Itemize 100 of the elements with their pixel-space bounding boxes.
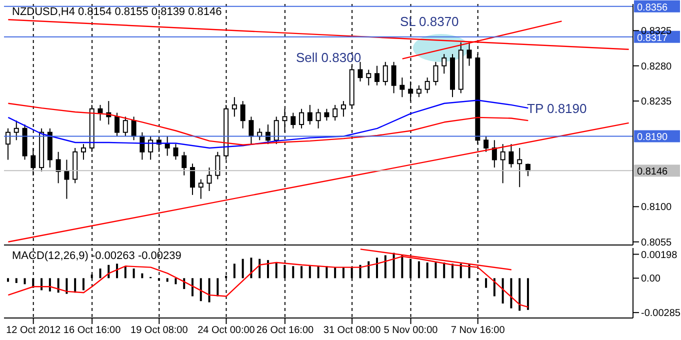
- annotation: SL 0.8370: [400, 14, 459, 29]
- bar: [24, 278, 26, 284]
- candlestick: [190, 163, 196, 196]
- bar: [418, 261, 420, 278]
- bar: [7, 278, 9, 282]
- x-tick-label: 7 Nov 16:00: [450, 325, 506, 336]
- bar: [510, 278, 512, 308]
- bar: [292, 266, 294, 278]
- candlestick: [374, 65, 380, 86]
- bar: [266, 260, 269, 278]
- ref-line-label: 0.8356: [637, 2, 668, 14]
- bar: [401, 255, 404, 278]
- ref-line-label: 0.8146: [637, 166, 668, 178]
- bar: [174, 278, 177, 284]
- candlestick: [316, 108, 321, 129]
- bar: [334, 267, 336, 278]
- annotation: Sell 0.8300: [296, 50, 362, 65]
- bar: [192, 278, 194, 296]
- bar: [317, 266, 320, 278]
- bar: [368, 261, 370, 278]
- candlestick: [148, 136, 154, 160]
- bar: [124, 266, 126, 278]
- annotation: TP 0.8190: [527, 101, 587, 116]
- bar: [443, 262, 446, 278]
- y-tick-label: 0.8235: [641, 96, 672, 108]
- candlestick: [442, 54, 447, 74]
- candlestick: [232, 96, 237, 118]
- bar: [384, 255, 386, 278]
- bar: [242, 258, 244, 278]
- x-tick-label: 19 Oct 08:00: [130, 325, 188, 336]
- ref-line-label: 0.8190: [637, 132, 668, 144]
- candlestick: [173, 144, 178, 160]
- bar: [208, 278, 210, 302]
- candlestick: [416, 84, 422, 98]
- bar: [99, 268, 102, 278]
- candlestick: [114, 112, 120, 137]
- chart-title: MACD(12,26,9) -0.00263 -0.00239: [12, 250, 182, 262]
- bar: [451, 264, 454, 278]
- bar: [216, 278, 219, 296]
- candlestick: [500, 144, 506, 184]
- y-tick-label: 0.00: [641, 274, 661, 285]
- bar: [485, 278, 488, 288]
- candlestick: [324, 108, 330, 122]
- bar: [460, 264, 462, 278]
- y-tick-label: 0.8100: [641, 202, 672, 214]
- x-tick-label: 24 Oct 00:00: [198, 325, 256, 336]
- bar: [57, 278, 60, 293]
- candlestick: [366, 69, 372, 86]
- bar: [116, 264, 118, 278]
- candlestick: [198, 178, 204, 200]
- candlestick: [248, 116, 254, 145]
- y-tick-label: -0.00285: [641, 308, 681, 320]
- candlestick: [508, 144, 514, 168]
- bar: [376, 258, 378, 278]
- candlestick: [340, 100, 346, 118]
- candlestick: [215, 151, 220, 180]
- candlestick: [391, 61, 396, 94]
- bar: [502, 278, 504, 304]
- candlestick: [164, 136, 170, 156]
- bar: [15, 278, 18, 283]
- bar: [258, 258, 261, 278]
- bar: [200, 278, 202, 302]
- bar: [308, 266, 311, 278]
- bar: [493, 278, 496, 296]
- candlestick: [400, 77, 405, 98]
- candlestick: [80, 144, 86, 160]
- bar: [40, 278, 43, 290]
- candlestick: [6, 128, 10, 160]
- candlestick: [517, 147, 522, 188]
- candlestick: [358, 61, 363, 82]
- x-tick-label: 5 Nov 00:00: [384, 325, 438, 336]
- candlestick: [14, 120, 19, 141]
- candlestick: [206, 167, 212, 192]
- x-tick-label: 16 Oct 16:00: [63, 325, 122, 336]
- candlestick: [122, 116, 128, 137]
- candlestick: [307, 104, 312, 125]
- bar: [132, 268, 135, 278]
- x-tick-label: 26 Oct 16:00: [256, 325, 314, 336]
- candlestick: [484, 136, 489, 152]
- candlestick: [98, 104, 103, 122]
- bar: [275, 262, 278, 278]
- bar: [518, 278, 521, 311]
- bar: [66, 278, 68, 294]
- candlestick: [382, 61, 388, 86]
- bar: [74, 278, 76, 293]
- bar: [300, 266, 303, 278]
- bar: [434, 262, 437, 278]
- candlestick: [182, 151, 187, 176]
- candlestick: [290, 112, 296, 129]
- candlestick: [492, 140, 497, 168]
- x-tick-label: 12 Oct 2012: [6, 325, 62, 336]
- bar: [526, 278, 529, 310]
- y-tick-label: 0.00198: [641, 250, 678, 261]
- y-tick-label: 0.8055: [641, 237, 672, 248]
- x-tick-label: 31 Oct 08:00: [323, 325, 382, 336]
- bar: [250, 258, 252, 278]
- candlestick: [274, 116, 279, 145]
- y-tick-label: 0.8280: [641, 61, 672, 72]
- candlestick: [299, 108, 304, 129]
- bar: [426, 262, 428, 278]
